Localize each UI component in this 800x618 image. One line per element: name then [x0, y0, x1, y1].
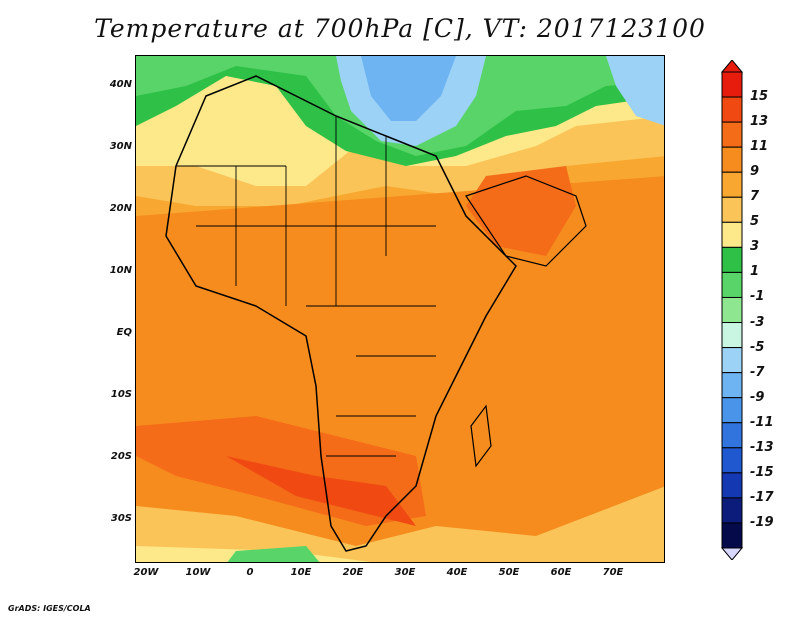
arabia-outline [465, 175, 587, 267]
lon-label: 30E [394, 567, 416, 578]
colorbar-swatch [721, 221, 743, 248]
field-11-13-arabia [466, 166, 576, 256]
colorbar-swatch [721, 522, 743, 549]
colorbar-swatch [721, 322, 743, 349]
lat-label: 40N [109, 79, 132, 90]
map-title: Temperature at 700hPa [C], VT: 201712310… [94, 14, 706, 43]
lat-label: 10N [109, 265, 132, 276]
colorbar-swatch [721, 271, 743, 298]
colorbar-tick-label: -19 [750, 514, 774, 530]
lon-label: 50E [498, 567, 520, 578]
colorbar-top-arrow [720, 60, 744, 73]
colorbar-tick-label: -15 [750, 464, 774, 480]
map-panel [135, 55, 665, 563]
colorbar-tick-label: 7 [750, 189, 760, 205]
credit-text: GrADS: IGES/COLA [8, 604, 91, 613]
lon-label: 10E [290, 567, 312, 578]
colorbar-swatch [721, 422, 743, 449]
lon-label: 70E [602, 567, 624, 578]
colorbar-swatch [721, 96, 743, 123]
colorbar-tick-label: -5 [750, 339, 765, 355]
colorbar-tick-label: 5 [750, 214, 760, 230]
colorbar [720, 60, 744, 560]
colorbar-swatch [721, 447, 743, 474]
colorbar-tick-label: -7 [750, 364, 765, 380]
colorbar-swatch [721, 372, 743, 399]
lon-label: 20W [133, 567, 159, 578]
colorbar-swatch [721, 246, 743, 273]
colorbar-tick-label: -9 [750, 389, 765, 405]
colorbar-tick-label: -1 [750, 289, 765, 305]
lon-label: 20E [342, 567, 364, 578]
colorbar-tick-label: 9 [750, 164, 760, 180]
lat-label: EQ [116, 327, 132, 338]
colorbar-tick-label: -13 [750, 439, 774, 455]
country-borders [176, 116, 436, 457]
colorbar-tick-label: 3 [750, 239, 760, 255]
field-south-green [227, 546, 320, 562]
field-south-5-7 [136, 486, 664, 562]
lat-label: 30S [110, 513, 132, 524]
colorbar-swatch [721, 472, 743, 499]
colorbar-swatch [721, 497, 743, 524]
madagascar-outline [470, 404, 492, 468]
colorbar-swatch [721, 196, 743, 223]
colorbar-swatch [721, 71, 743, 98]
colorbar-swatch [721, 347, 743, 374]
colorbar-bottom-arrow [720, 547, 744, 560]
lat-label: 20N [109, 203, 132, 214]
colorbar-swatch [721, 397, 743, 424]
colorbar-tick-label: -3 [750, 314, 765, 330]
colorbar-tick-label: 1 [750, 264, 760, 280]
colorbar-swatch [721, 171, 743, 198]
colorbar-tick-label: 13 [750, 114, 769, 130]
colorbar-tick-label: 11 [750, 139, 769, 155]
colorbar-swatch [721, 146, 743, 173]
lon-label: 40E [446, 567, 468, 578]
colorbar-swatch [721, 121, 743, 148]
lat-label: 20S [110, 451, 132, 462]
lon-label: 60E [550, 567, 572, 578]
colorbar-tick-label: -11 [750, 414, 774, 430]
africa-coastline [165, 75, 517, 552]
field-13-15-south [226, 456, 416, 526]
temperature-map [136, 56, 664, 562]
field-east-blue [606, 56, 664, 126]
colorbar-swatch [721, 296, 743, 324]
lon-label: 0 [246, 567, 254, 578]
colorbar-tick-label: 15 [750, 89, 769, 105]
colorbar-tick-label: -17 [750, 489, 774, 505]
lon-label: 10W [185, 567, 211, 578]
lat-label: 10S [110, 389, 132, 400]
lat-label: 30N [109, 141, 132, 152]
field-m7-m5 [361, 56, 456, 121]
